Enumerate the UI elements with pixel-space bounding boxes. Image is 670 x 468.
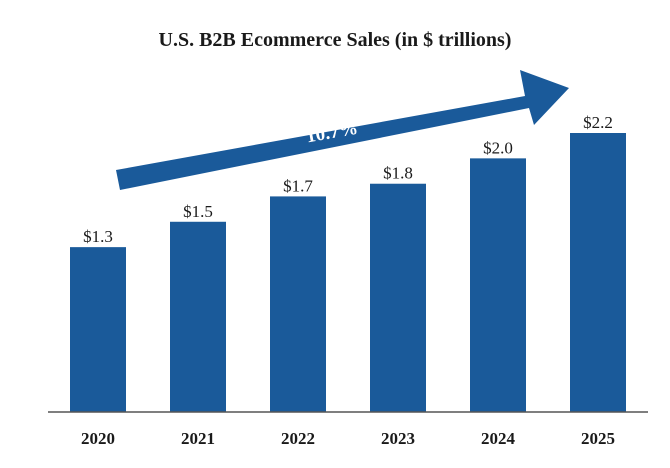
bar-2020 xyxy=(70,247,126,412)
x-tick-2024: 2024 xyxy=(481,429,516,448)
data-label-2025: $2.2 xyxy=(583,113,613,132)
data-label-2023: $1.8 xyxy=(383,164,413,183)
bar-2023 xyxy=(370,183,426,412)
x-tick-2025: 2025 xyxy=(581,429,615,448)
data-label-2024: $2.0 xyxy=(483,138,513,157)
bar-2025 xyxy=(570,133,626,412)
data-labels: $1.3 $1.5 $1.7 $1.8 $2.0 $2.2 xyxy=(83,113,613,246)
x-axis-ticks: 2020 2021 2022 2023 2024 2025 xyxy=(81,429,615,448)
data-label-2022: $1.7 xyxy=(283,176,313,195)
bar-2024 xyxy=(470,158,526,412)
data-label-2020: $1.3 xyxy=(83,227,113,246)
x-tick-2020: 2020 xyxy=(81,429,115,448)
data-label-2021: $1.5 xyxy=(183,202,213,221)
chart-title: U.S. B2B Ecommerce Sales (in $ trillions… xyxy=(159,29,512,51)
x-tick-2023: 2023 xyxy=(381,429,415,448)
bar-2021 xyxy=(170,221,226,412)
growth-arrow-shape xyxy=(116,70,569,190)
x-tick-2022: 2022 xyxy=(281,429,315,448)
x-tick-2021: 2021 xyxy=(181,429,215,448)
bar-2022 xyxy=(270,196,326,412)
bar-series xyxy=(70,133,626,412)
